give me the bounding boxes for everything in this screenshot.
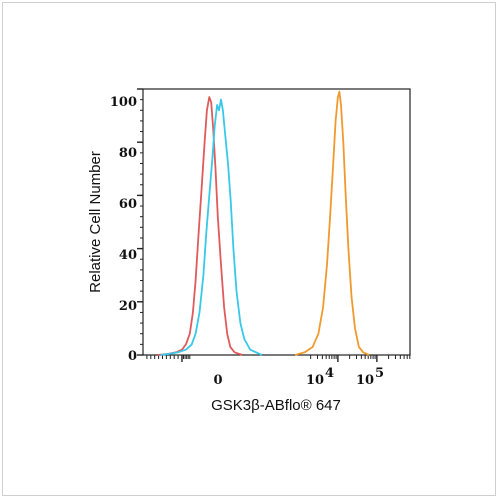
y-tick-label-100: 100: [110, 95, 137, 110]
histogram-series-line-2: [160, 98, 263, 356]
x-axis-title: GSK3β-ABflo® 647: [211, 397, 341, 414]
y-tick-label-60: 60: [119, 197, 137, 212]
x-tick-label-1e5-base: 10: [356, 373, 374, 388]
x-axis-minor-ticks: [146, 355, 411, 362]
x-tick-label-zero: 0: [213, 373, 222, 388]
y-axis-major-ticks: [137, 88, 143, 356]
y-tick-label-80: 80: [119, 146, 137, 161]
series-layer: [157, 90, 370, 356]
x-tick-label-1e5-exponent: 5: [375, 366, 384, 381]
plot-area: [142, 88, 411, 356]
y-tick-label-40: 40: [119, 248, 137, 263]
histogram-series-line-3: [294, 90, 370, 356]
x-tick-label-1e4-exponent: 4: [325, 366, 334, 381]
x-tick-label-1e4-base: 10: [306, 373, 324, 388]
histogram-series-line-1: [157, 96, 243, 356]
y-tick-label-20: 20: [119, 299, 137, 314]
y-tick-label-0: 0: [128, 349, 137, 364]
y-axis-title: Relative Cell Number: [87, 151, 104, 293]
